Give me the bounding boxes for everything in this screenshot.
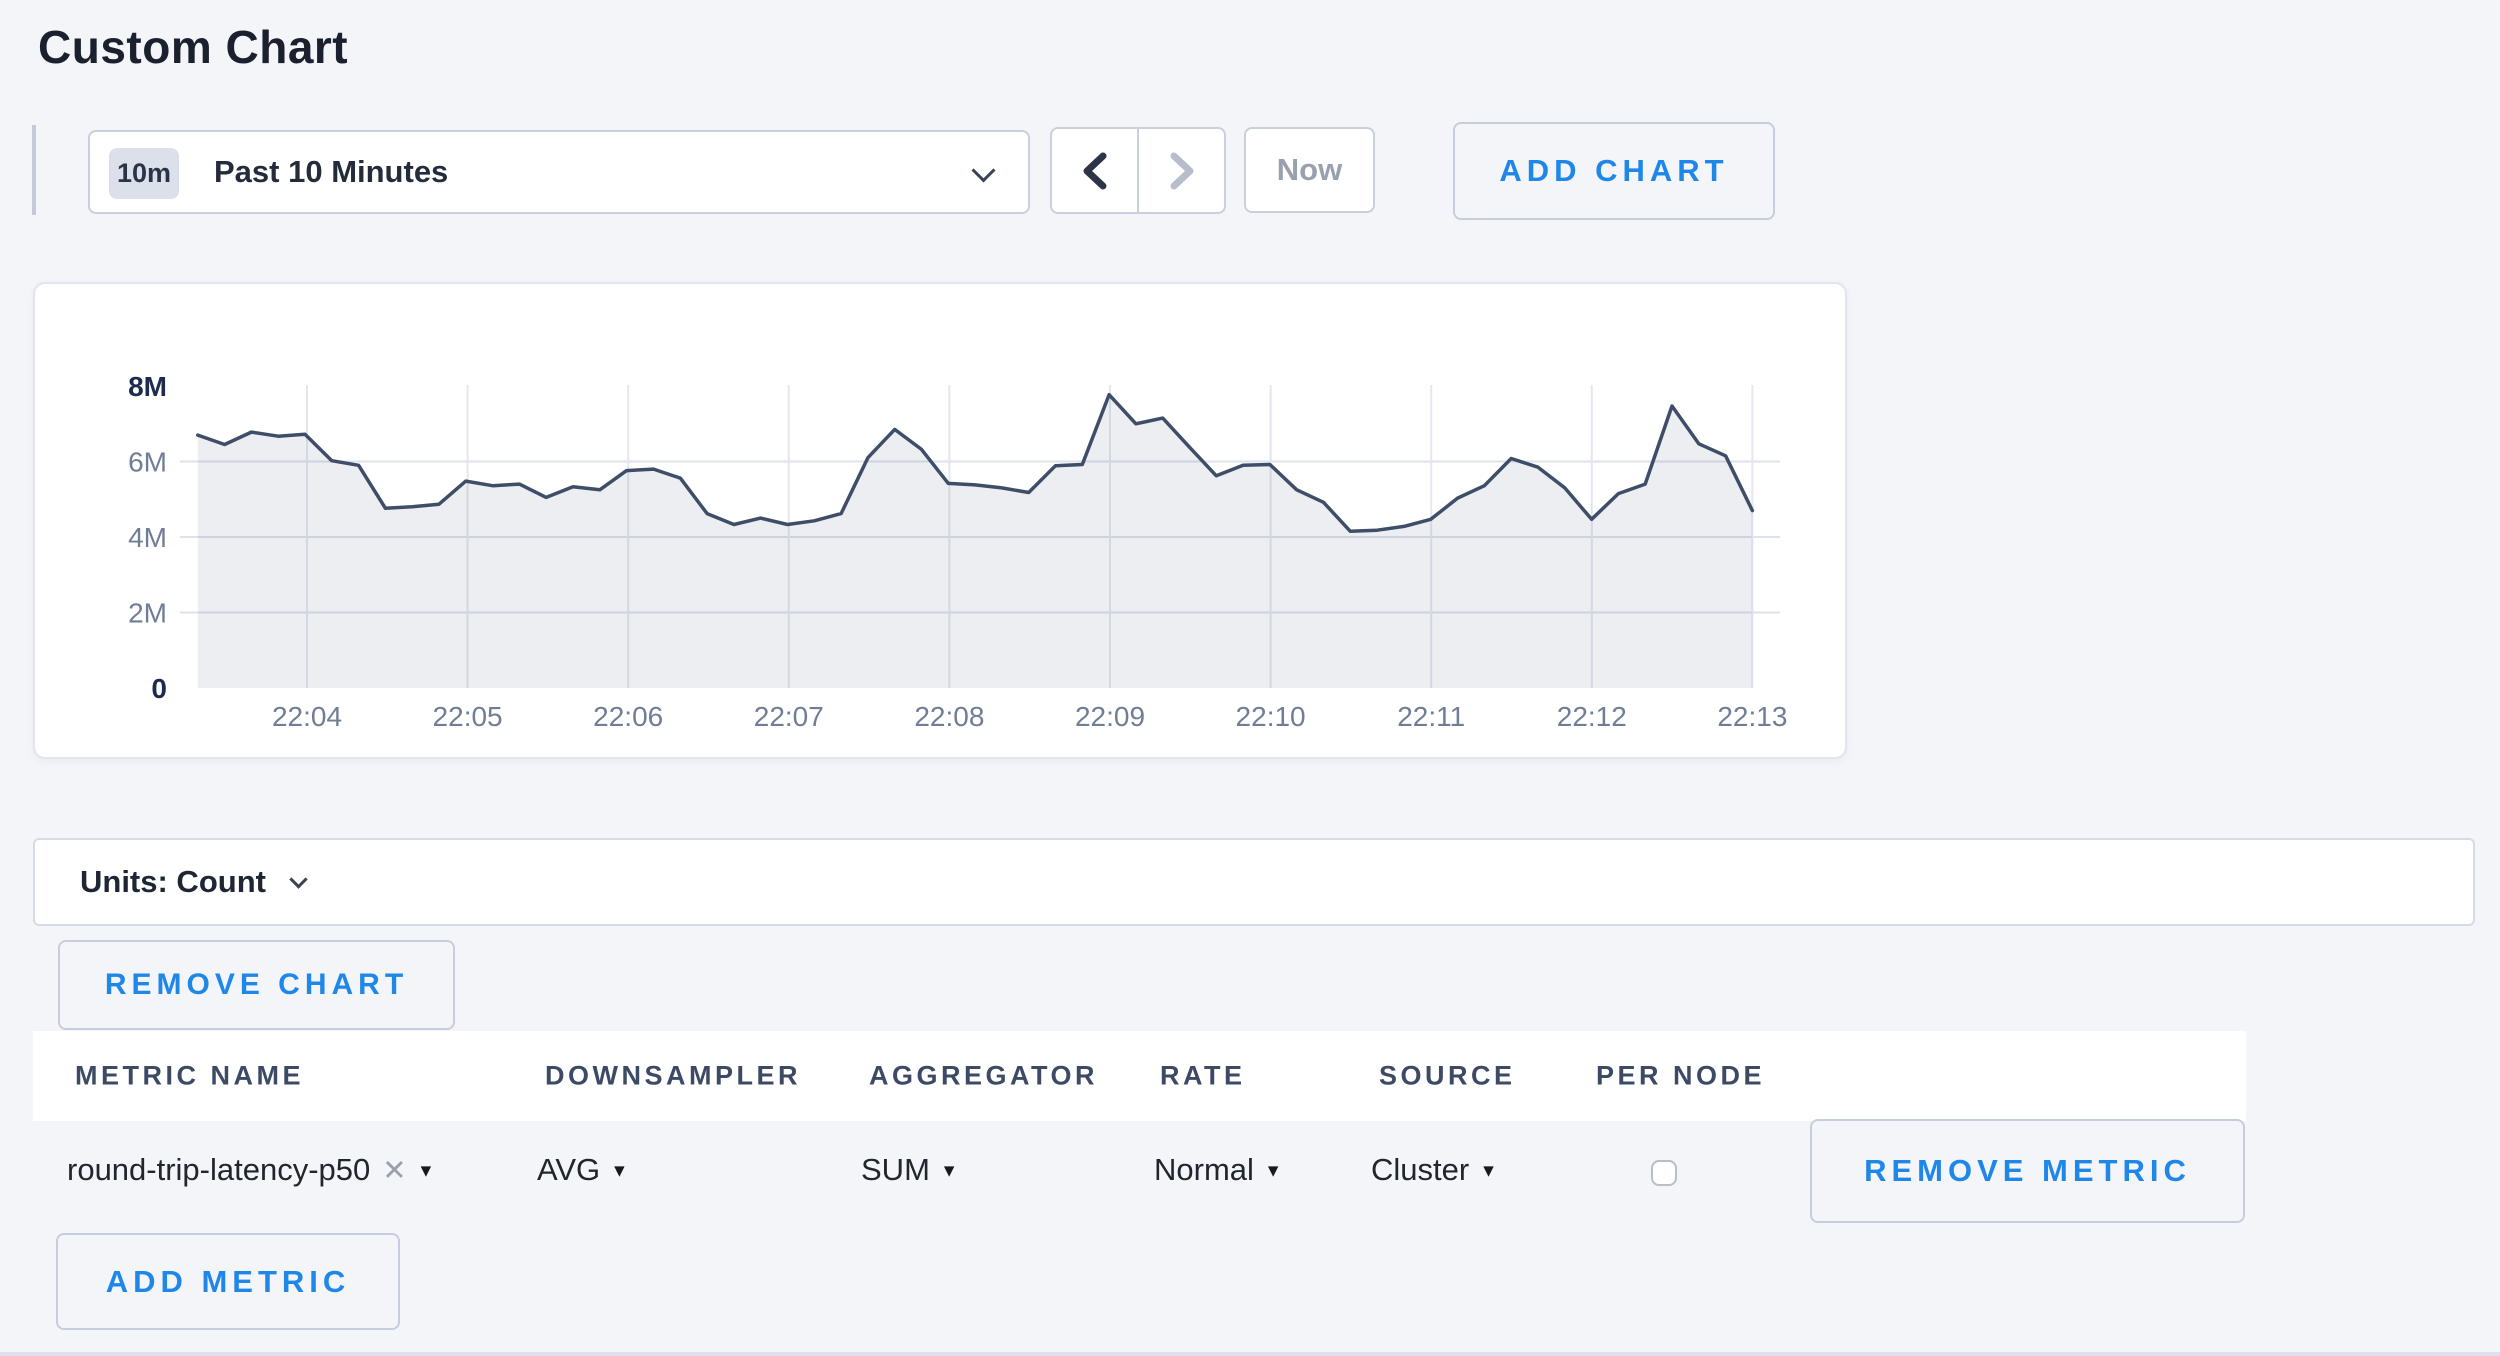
col-rate: RATE [1160,1060,1246,1091]
svg-text:22:10: 22:10 [1236,701,1306,732]
rate-value: Normal [1154,1152,1254,1187]
add-metric-button[interactable]: ADD METRIC [56,1233,400,1330]
chart-card: 22:04 22:05 22:06 22:07 22:08 22:09 22:10 22:11… [33,282,1847,759]
svg-text:2M: 2M [128,598,167,629]
metric-row: round-trip-latency-p50 ✕ ▾ AVG ▾ SUM ▾ N… [33,1119,2246,1236]
time-next-button[interactable] [1137,129,1224,212]
now-button[interactable]: Now [1244,127,1375,213]
svg-text:0: 0 [151,673,167,704]
chevron-left-icon [1083,152,1106,189]
metric-name-value: round-trip-latency-p50 [67,1152,371,1187]
svg-text:22:13: 22:13 [1717,701,1787,732]
page-title: Custom Chart [38,21,349,73]
col-per-node: PER NODE [1596,1060,1766,1091]
caret-down-icon: ▾ [1267,1158,1279,1182]
caret-down-icon: ▾ [1483,1158,1494,1182]
source-value: Cluster [1371,1152,1470,1187]
col-source: SOURCE [1379,1060,1516,1091]
metrics-table-header: METRIC NAME DOWNSAMPLER AGGREGATOR RATE … [33,1031,2246,1121]
svg-text:8M: 8M [128,371,167,402]
chevron-down-icon [971,158,996,183]
col-downsampler: DOWNSAMPLER [545,1060,801,1091]
remove-chart-button[interactable]: REMOVE CHART [58,940,455,1030]
toolbar-divider [32,125,36,215]
per-node-checkbox[interactable] [1651,1160,1677,1186]
clear-metric-icon[interactable]: ✕ [382,1154,407,1187]
svg-text:22:08: 22:08 [914,701,984,732]
aggregator-value: SUM [861,1152,930,1187]
time-range-badge: 10m [109,148,179,199]
svg-text:22:05: 22:05 [433,701,503,732]
svg-text:22:04: 22:04 [272,701,342,732]
downsampler-dropdown[interactable]: AVG ▾ [537,1152,625,1188]
col-aggregator: AGGREGATOR [869,1060,1099,1091]
time-range-label: Past 10 Minutes [214,154,449,189]
aggregator-dropdown[interactable]: SUM ▾ [861,1152,954,1188]
svg-text:22:12: 22:12 [1557,701,1627,732]
chevron-down-icon [289,869,308,889]
remove-metric-button[interactable]: REMOVE METRIC [1810,1119,2245,1223]
svg-text:22:07: 22:07 [754,701,824,732]
svg-text:22:11: 22:11 [1397,701,1465,732]
svg-text:22:06: 22:06 [593,701,663,732]
units-dropdown[interactable]: Units: Count [33,838,2475,926]
time-prev-button[interactable] [1052,129,1137,212]
downsampler-value: AVG [537,1152,601,1187]
caret-down-icon: ▾ [943,1158,955,1182]
add-chart-button[interactable]: ADD CHART [1453,122,1775,220]
metric-name-dropdown[interactable]: round-trip-latency-p50 ✕ ▾ [67,1152,431,1188]
source-dropdown[interactable]: Cluster ▾ [1371,1152,1494,1188]
units-label: Units: Count [80,864,266,899]
rate-dropdown[interactable]: Normal ▾ [1154,1152,1278,1188]
svg-text:4M: 4M [128,522,167,553]
caret-down-icon: ▾ [614,1158,625,1182]
bottom-divider [0,1352,2500,1356]
svg-text:6M: 6M [128,447,167,478]
time-nav-group [1050,127,1226,214]
col-metric-name: METRIC NAME [75,1060,304,1091]
caret-down-icon: ▾ [420,1158,432,1182]
time-range-dropdown[interactable]: 10m Past 10 Minutes [88,130,1030,214]
chevron-right-icon [1170,152,1193,189]
svg-text:22:09: 22:09 [1075,701,1145,732]
timeseries-chart: 22:04 22:05 22:06 22:07 22:08 22:09 22:10 22:11… [128,371,1787,732]
